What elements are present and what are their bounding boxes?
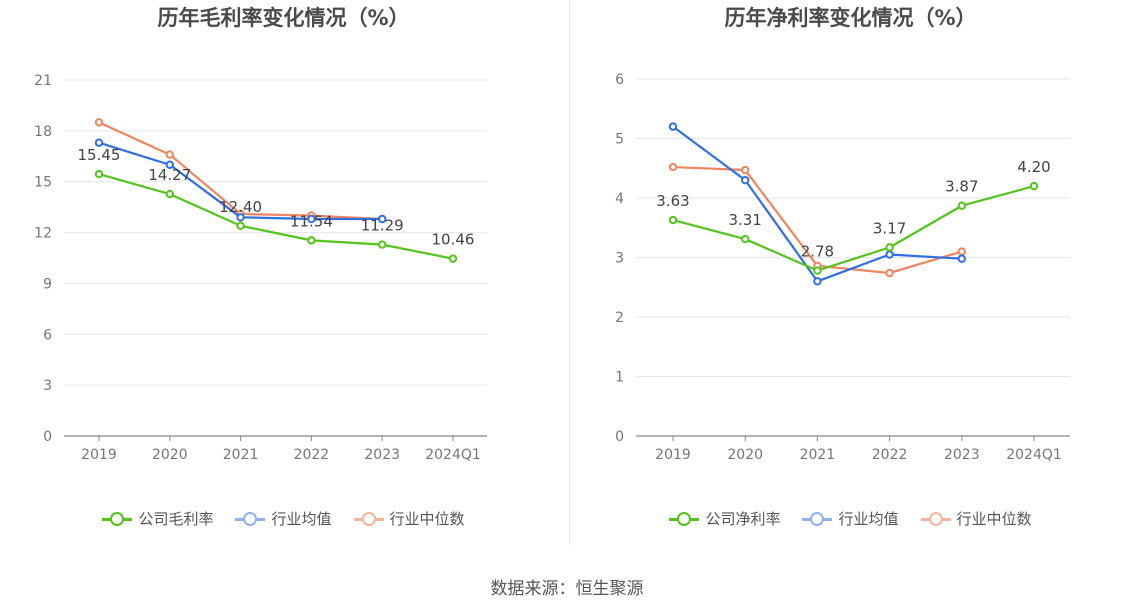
data-point-company[interactable] [307, 236, 316, 245]
data-point-avg[interactable] [94, 138, 104, 147]
data-label: 3.63 [656, 192, 689, 210]
x-tick-label: 2020 [152, 447, 188, 463]
data-label: 15.45 [78, 146, 121, 164]
legend-median-label: 行业中位数 [389, 510, 465, 528]
x-tick-label: 2022 [294, 447, 330, 463]
y-tick-label: 2 [615, 310, 624, 326]
legend-company-gross[interactable]: 公司毛利率 [102, 508, 213, 529]
net-margin-panel: 历年净利率变化情况（%） 0 1 2 3 4 5 6 2019 2020 2021 2022 2023… [567, 0, 1134, 560]
y-tick-label: 0 [43, 429, 52, 445]
data-point-company[interactable] [94, 169, 104, 179]
data-point-median[interactable] [165, 150, 175, 159]
y-tick-label: 5 [615, 132, 624, 148]
x-tick-label: 2021 [223, 447, 259, 463]
gross-margin-panel: 历年毛利率变化情况（%） 0 3 6 9 12 15 18 21 2019 2020 2021 202… [0, 0, 567, 560]
data-point-company[interactable] [236, 221, 245, 230]
data-label: 14.27 [148, 166, 191, 184]
data-point-company[interactable] [885, 243, 894, 252]
y-tick-label: 12 [34, 226, 52, 242]
data-point-median[interactable] [668, 162, 678, 172]
data-point-company[interactable] [448, 254, 458, 263]
legend-avg-marker [235, 511, 266, 526]
data-point-median[interactable] [94, 118, 104, 127]
data-point-avg[interactable] [885, 250, 894, 259]
panel-divider [569, 0, 570, 545]
x-tick-label: 2021 [800, 447, 836, 463]
data-point-company[interactable] [813, 266, 822, 275]
x-tick-label: 2023 [364, 447, 400, 463]
legend-avg-gross[interactable]: 行业均值 [235, 508, 332, 529]
x-tick-label: 2024Q1 [1006, 447, 1062, 463]
data-point-median[interactable] [957, 247, 966, 256]
legend-median-marker [353, 511, 384, 526]
data-label: 4.20 [1017, 158, 1050, 176]
data-point-avg[interactable] [957, 254, 966, 263]
data-source: 数据来源：恒生聚源 [490, 579, 644, 599]
data-label: 11.54 [290, 212, 333, 230]
y-tick-label: 3 [615, 251, 624, 267]
y-tick-label: 1 [615, 370, 624, 386]
data-label: 3.87 [945, 178, 978, 196]
data-point-median[interactable] [885, 268, 894, 278]
y-tick-label: 15 [34, 175, 52, 191]
y-tick-label: 4 [615, 191, 624, 207]
data-label: 10.46 [432, 231, 475, 249]
y-tick-label: 6 [43, 327, 52, 343]
series-line-company [98, 173, 454, 260]
data-point-avg[interactable] [378, 214, 387, 224]
legend-avg-label: 行业均值 [838, 510, 899, 528]
legend-avg-marker [802, 511, 833, 526]
x-tick-label: 2019 [81, 447, 117, 463]
data-point-avg[interactable] [236, 213, 245, 222]
data-label: 3.31 [728, 211, 761, 229]
data-label: 12.40 [219, 198, 262, 216]
net-margin-legend: 公司净利率 行业均值 行业中位数 [567, 508, 1134, 529]
legend-company-marker [669, 511, 700, 526]
net-margin-chart: 0 1 2 3 4 5 6 2019 2020 2021 2022 2023 2024Q1 3.63 3.3… [615, 72, 1070, 463]
data-label: 11.29 [361, 217, 404, 235]
series-line-company [672, 185, 1035, 272]
x-tick-label: 2019 [655, 447, 691, 463]
data-point-avg[interactable] [741, 175, 750, 185]
y-tick-label: 0 [615, 429, 624, 445]
data-point-avg[interactable] [307, 214, 316, 224]
legend-company-marker [102, 511, 133, 526]
y-tick-label: 6 [615, 72, 624, 88]
legend-median-gross[interactable]: 行业中位数 [353, 508, 465, 529]
net-margin-title: 历年净利率变化情况（%） [724, 6, 977, 30]
legend-median-label: 行业中位数 [956, 510, 1032, 528]
legend-median-net[interactable]: 行业中位数 [920, 508, 1032, 529]
x-tick-label: 2023 [944, 447, 980, 463]
legend-median-marker [920, 511, 951, 526]
data-point-median[interactable] [741, 165, 750, 175]
data-point-company[interactable] [1029, 181, 1039, 191]
legend-avg-net[interactable]: 行业均值 [802, 508, 899, 529]
legend-company-label: 公司毛利率 [138, 510, 214, 528]
y-tick-label: 3 [43, 378, 52, 394]
y-tick-label: 21 [34, 73, 52, 89]
data-point-avg[interactable] [165, 160, 175, 169]
x-tick-label: 2020 [727, 447, 763, 463]
x-tick-label: 2022 [872, 447, 908, 463]
data-point-company[interactable] [378, 240, 387, 249]
data-label: 2.78 [801, 243, 834, 261]
data-point-company[interactable] [165, 189, 175, 199]
gross-margin-legend: 公司毛利率 行业均值 行业中位数 [0, 508, 567, 529]
data-point-avg[interactable] [813, 277, 822, 286]
x-tick-label: 2024Q1 [425, 447, 481, 463]
data-point-company[interactable] [741, 234, 750, 244]
data-point-avg[interactable] [668, 122, 678, 131]
data-point-company[interactable] [668, 215, 678, 225]
data-label: 3.17 [873, 219, 906, 237]
legend-avg-label: 行业均值 [271, 510, 332, 528]
y-tick-label: 18 [34, 124, 52, 140]
y-tick-label: 9 [43, 276, 52, 292]
gross-margin-chart: 0 3 6 9 12 15 18 21 2019 2020 2021 2022 2023 2024Q1 15… [34, 73, 487, 463]
gross-margin-title: 历年毛利率变化情况（%） [157, 6, 410, 30]
legend-company-net[interactable]: 公司净利率 [669, 508, 780, 529]
legend-company-label: 公司净利率 [705, 510, 781, 528]
data-point-company[interactable] [957, 201, 966, 210]
